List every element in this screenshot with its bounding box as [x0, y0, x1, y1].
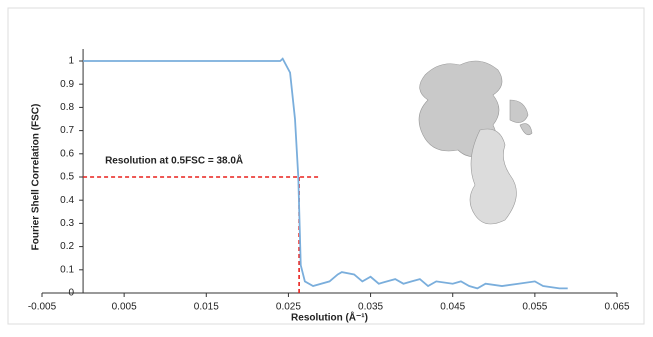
annotation: Resolution at 0.5FSC = 38.0Å: [105, 154, 243, 167]
y-tick-label: 0.9: [60, 79, 74, 90]
x-tick-label: 0.045: [440, 302, 465, 313]
x-tick-label: -0.005: [28, 302, 57, 313]
x-tick-label: 0.005: [112, 302, 137, 313]
y-tick-label: 0.7: [60, 125, 74, 136]
y-axis-title: Fourier Shell Correlation (FSC): [31, 104, 42, 251]
y-tick-label: 0.6: [60, 148, 74, 159]
x-tick-label: 0.025: [276, 302, 301, 313]
y-tick-label: 0.4: [60, 195, 74, 206]
chart-frame: [8, 8, 644, 324]
x-tick-label: 0.015: [194, 302, 219, 313]
y-tick-label: 0.1: [60, 264, 74, 275]
y-tick-label: 1: [69, 56, 75, 67]
x-axis-title: Resolution (Å⁻¹): [291, 311, 368, 324]
x-tick-label: 0.055: [522, 302, 547, 313]
x-tick-label: 0.065: [604, 302, 629, 313]
y-tick-label: 0.5: [60, 172, 74, 183]
chart: 0 0.1 0.2 0.3 0.4 0.5 0.6 0.7 0.8 0.9 1 -0.005 0.005…: [0, 0, 653, 332]
y-tick-label: 0.2: [60, 241, 74, 252]
y-tick-label: 0.3: [60, 218, 74, 229]
x-tick-label: 0.035: [358, 302, 383, 313]
y-tick-label: 0: [69, 288, 75, 299]
y-tick-label: 0.8: [60, 102, 74, 113]
